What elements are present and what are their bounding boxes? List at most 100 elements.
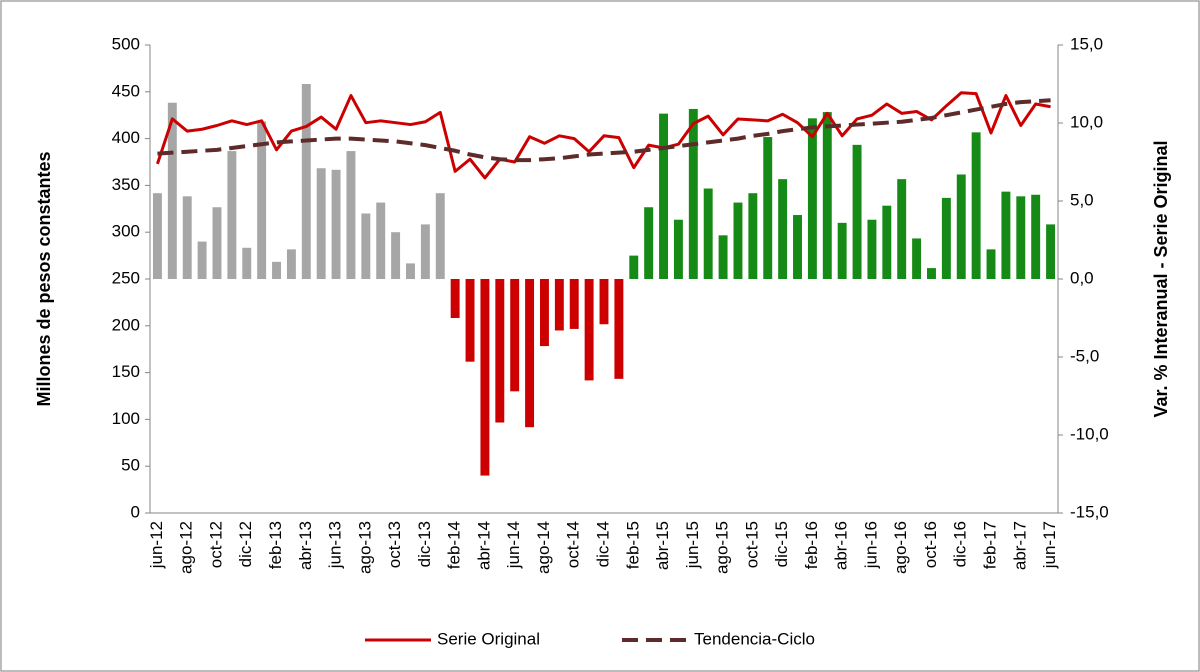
bar <box>272 261 281 279</box>
x-tick-label: oct-12 <box>206 521 225 568</box>
bar <box>539 279 549 347</box>
x-tick-label: jun-16 <box>861 521 880 569</box>
bar <box>927 268 936 279</box>
bar <box>197 241 207 279</box>
y-tick-label: 200 <box>112 315 140 334</box>
y2-tick-label: 0,0 <box>1070 268 1094 287</box>
bar <box>822 112 832 279</box>
x-tick-label: ago-13 <box>355 521 374 574</box>
x-tick-label: feb-13 <box>266 521 285 569</box>
bar <box>346 151 356 279</box>
x-tick-label: oct-14 <box>564 521 583 568</box>
bar <box>912 238 922 279</box>
y-tick-label: 150 <box>112 362 140 381</box>
x-tick-label: oct-15 <box>742 521 761 568</box>
y2-tick-label: 10,0 <box>1070 112 1103 131</box>
legend-label: Serie Original <box>437 629 540 648</box>
bar <box>212 207 222 279</box>
bar <box>525 279 535 428</box>
bar <box>703 188 713 279</box>
bar <box>778 179 788 279</box>
bar <box>793 215 802 279</box>
bar <box>956 174 966 279</box>
bar <box>167 102 177 279</box>
bar <box>450 279 460 318</box>
bar <box>420 224 430 279</box>
bar <box>569 279 579 329</box>
x-tick-label: ago-15 <box>713 521 732 574</box>
x-tick-label: ago-12 <box>177 521 196 574</box>
x-tick-label: dic-13 <box>415 521 434 567</box>
x-tick-label: abr-14 <box>474 521 493 570</box>
y-tick-label: 350 <box>112 175 140 194</box>
bar <box>614 279 624 379</box>
bar <box>301 84 311 279</box>
y-tick-label: 450 <box>112 81 140 100</box>
bar <box>1016 196 1026 279</box>
bar <box>480 279 490 476</box>
bar <box>510 279 520 392</box>
y-tick-label: 50 <box>121 456 140 475</box>
bar <box>406 263 415 279</box>
x-tick-label: abr-16 <box>832 521 851 570</box>
bar <box>748 193 758 279</box>
x-tick-label: ago-16 <box>891 521 910 574</box>
y-tick-label: 300 <box>112 222 140 241</box>
bar <box>599 279 609 325</box>
y-axis-title: Millones de pesos constantes <box>34 151 54 406</box>
line-series <box>157 98 1051 163</box>
bar <box>971 132 981 279</box>
bar <box>644 207 654 279</box>
bar <box>718 235 728 279</box>
y2-tick-label: -5,0 <box>1070 346 1099 365</box>
y2-tick-label: -15,0 <box>1070 502 1109 521</box>
bar <box>465 279 475 362</box>
bar <box>807 118 817 279</box>
y-tick-label: 400 <box>112 128 140 147</box>
y-tick-label: 500 <box>112 34 140 53</box>
x-tick-label: dic-16 <box>951 521 970 567</box>
bar <box>733 202 743 279</box>
bar <box>659 113 669 279</box>
x-tick-label: ago-14 <box>534 521 553 574</box>
x-tick-label: jun-12 <box>147 521 166 569</box>
x-tick-label: oct-13 <box>385 521 404 568</box>
bar <box>837 222 847 279</box>
bar <box>316 168 326 279</box>
bar <box>152 193 162 279</box>
x-tick-label: abr-13 <box>296 521 315 570</box>
bar <box>882 205 892 279</box>
y2-tick-label: 5,0 <box>1070 190 1094 209</box>
y-tick-label: 250 <box>112 268 140 287</box>
line-series <box>156 91 1051 180</box>
bar <box>361 213 371 279</box>
bar <box>257 121 267 279</box>
bar <box>227 151 237 279</box>
bar <box>554 279 564 331</box>
legend-label: Tendencia-Ciclo <box>694 629 815 648</box>
x-tick-label: abr-17 <box>1010 521 1029 570</box>
bar <box>376 202 386 279</box>
x-tick-label: jun-13 <box>326 521 345 569</box>
x-tick-label: dic-15 <box>772 521 791 567</box>
x-tick-label: abr-15 <box>653 521 672 570</box>
x-tick-label: feb-17 <box>981 521 1000 569</box>
bar <box>629 255 639 279</box>
x-tick-label: dic-12 <box>236 521 255 567</box>
bar <box>673 219 683 279</box>
bar <box>331 169 341 279</box>
x-tick-label: feb-15 <box>623 521 642 569</box>
y-tick-label: 0 <box>131 502 140 521</box>
y2-tick-label: 15,0 <box>1070 34 1103 53</box>
x-tick-label: oct-16 <box>921 521 940 568</box>
bar <box>391 232 401 279</box>
bar <box>242 247 252 279</box>
x-tick-label: jun-15 <box>683 521 702 569</box>
y-tick-label: 100 <box>112 409 140 428</box>
x-tick-label: jun-14 <box>504 521 523 569</box>
y2-tick-label: -10,0 <box>1070 424 1109 443</box>
bar <box>867 219 877 279</box>
x-tick-label: dic-14 <box>593 521 612 567</box>
x-tick-label: jun-17 <box>1040 521 1059 569</box>
